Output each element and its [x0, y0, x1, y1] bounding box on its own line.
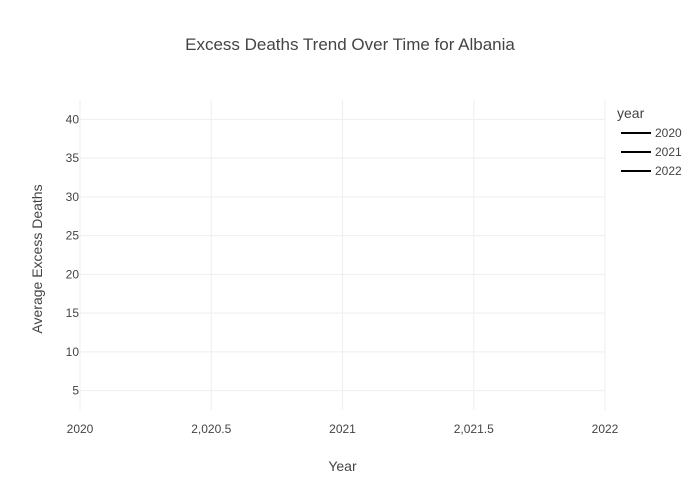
- x-axis: 2020 2,020.5 2021 2,021.5 2022: [67, 422, 619, 436]
- legend-item-2022[interactable]: 2022: [621, 164, 682, 178]
- y-tick-label: 20: [66, 267, 80, 281]
- legend-item-2020[interactable]: 2020: [621, 126, 682, 140]
- y-tick-label: 25: [66, 229, 80, 243]
- legend-label: 2021: [655, 145, 682, 159]
- chart-title: Excess Deaths Trend Over Time for Albani…: [185, 35, 515, 54]
- legend-title: year: [617, 105, 645, 121]
- plot-area: [79, 100, 606, 410]
- x-tick-label: 2,020.5: [191, 422, 231, 436]
- y-tick-label: 15: [66, 306, 80, 320]
- y-axis: 5 10 15 20 25 30 35 40: [66, 112, 80, 397]
- y-tick-label: 40: [66, 112, 80, 126]
- y-tick-label: 30: [66, 190, 80, 204]
- x-grid: [79, 100, 606, 410]
- y-tick-label: 5: [72, 384, 79, 398]
- legend-item-2021[interactable]: 2021: [621, 145, 682, 159]
- y-tick-label: 10: [66, 345, 80, 359]
- legend-label: 2020: [655, 126, 682, 140]
- x-tick-label: 2021: [329, 422, 356, 436]
- x-tick-label: 2022: [592, 422, 619, 436]
- x-tick-label: 2,021.5: [454, 422, 494, 436]
- legend[interactable]: year 2020 2021 2022: [617, 105, 682, 178]
- legend-label: 2022: [655, 164, 682, 178]
- y-axis-label: Average Excess Deaths: [29, 184, 45, 333]
- x-axis-label: Year: [328, 458, 357, 474]
- y-tick-label: 35: [66, 151, 80, 165]
- x-tick-label: 2020: [67, 422, 94, 436]
